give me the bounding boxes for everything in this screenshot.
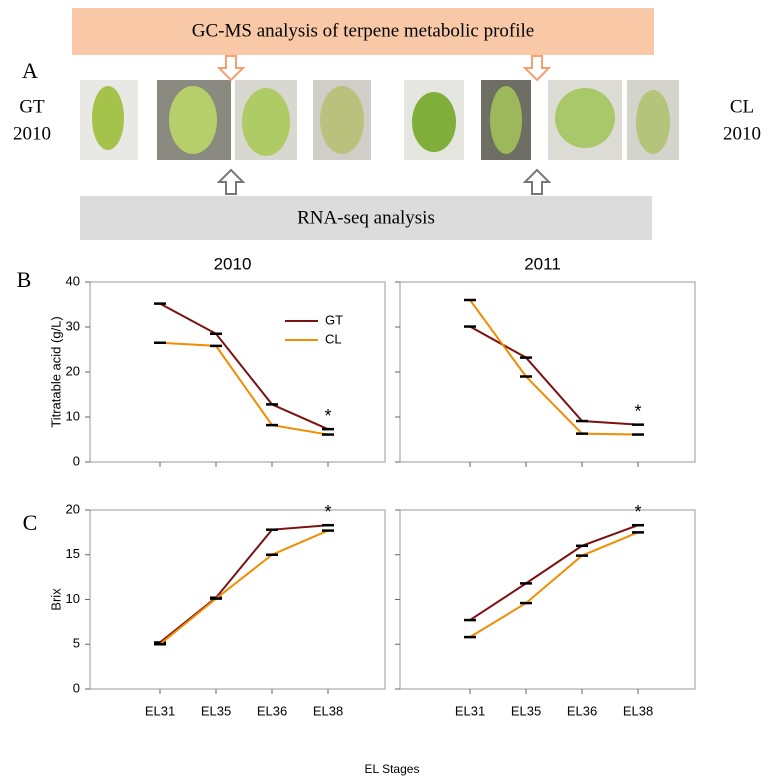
series-line [160,343,328,435]
y-axis-label: Brix [48,588,63,611]
plot-frame [400,510,695,689]
photo [627,80,679,160]
grape-photos [80,80,679,160]
series-line [160,304,328,430]
series-line [470,532,638,637]
series-line [470,525,638,620]
y-tick-label: 0 [73,453,80,468]
panel-label: B [17,267,32,292]
x-tick-label: EL36 [567,703,597,718]
photo [481,80,531,160]
y-tick-label: 10 [66,591,80,606]
y-axis-label: Titratable acid (g/L) [48,316,63,428]
y-tick-label: 15 [66,546,80,561]
x-tick-label: EL38 [313,703,343,718]
photo [157,80,231,160]
series-line [470,327,638,425]
panel-label: C [23,510,38,535]
photo [235,80,297,160]
banner-text: GC-MS analysis of terpene metabolic prof… [192,20,534,41]
panel-label: A [22,58,38,83]
y-tick-label: 40 [66,273,80,288]
x-tick-label: EL35 [201,703,231,718]
photo [313,80,371,160]
side-label: GT [19,96,45,117]
significance-mark: * [324,406,331,426]
banner-text: RNA-seq analysis [297,207,435,228]
photo [548,80,622,160]
y-tick-label: 20 [66,363,80,378]
side-label: 2010 [13,123,51,144]
y-tick-label: 20 [66,501,80,516]
x-tick-label: EL31 [145,703,175,718]
plot-frame [400,282,695,462]
significance-mark: * [634,401,641,421]
x-tick-label: EL38 [623,703,653,718]
series-line [160,531,328,645]
y-tick-label: 10 [66,408,80,423]
figure: GC-MS analysis of terpene metabolic prof… [0,0,769,784]
side-label: CL [730,96,754,117]
chart-title: 2010 [214,254,252,273]
significance-mark: * [324,502,331,522]
x-tick-label: EL31 [455,703,485,718]
legend-label: CL [325,331,342,346]
photo [80,80,138,160]
chart-title: 2011 [524,254,561,273]
series-line [470,300,638,435]
x-tick-label: EL36 [257,703,287,718]
side-label: 2010 [723,123,761,144]
x-tick-label: EL35 [511,703,541,718]
y-tick-label: 30 [66,318,80,333]
y-tick-label: 5 [73,636,80,651]
photo [404,80,464,160]
plot-frame [90,282,385,462]
legend-label: GT [325,312,343,327]
plot-frame [90,510,385,689]
x-axis-label: EL Stages [365,762,420,776]
y-tick-label: 0 [73,680,80,695]
significance-mark: * [634,502,641,522]
